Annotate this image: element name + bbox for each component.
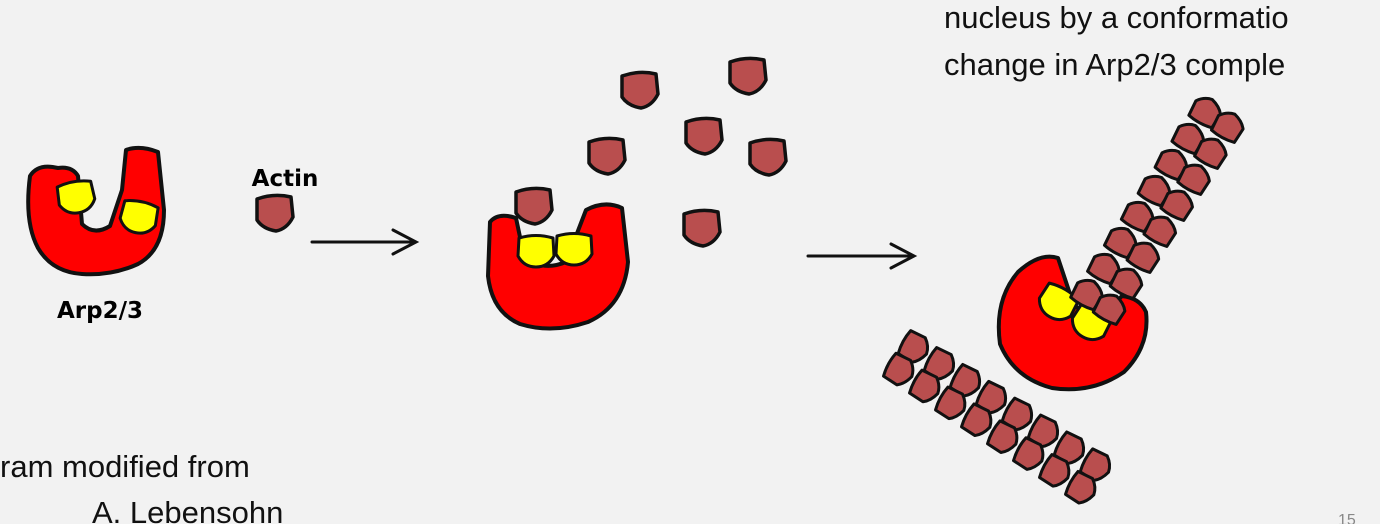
actin-monomer-2 bbox=[514, 186, 554, 226]
actin-monomer-7 bbox=[748, 137, 788, 177]
actin-label: Actin bbox=[252, 166, 319, 192]
arp23-complex-3 bbox=[996, 254, 1149, 392]
arrow-2 bbox=[806, 242, 918, 270]
daughter-filament bbox=[1067, 90, 1249, 329]
credit-line-1: ram modified from bbox=[0, 449, 250, 484]
actin-monomer-3 bbox=[620, 70, 660, 110]
caption-line-1: nucleus by a conformatio bbox=[944, 0, 1289, 35]
credit-line-2: A. Lebensohn bbox=[92, 495, 284, 524]
actin-monomer-6 bbox=[684, 116, 724, 156]
arp23-complex-1 bbox=[26, 145, 166, 277]
actin-monomer-5 bbox=[587, 136, 627, 176]
actin-monomer-1 bbox=[255, 193, 295, 233]
slide-number: 15 bbox=[1338, 512, 1356, 524]
arp23-complex-2 bbox=[486, 202, 630, 331]
arrow-1 bbox=[310, 228, 420, 256]
actin-monomer-8 bbox=[682, 208, 722, 248]
actin-monomer-4 bbox=[728, 56, 768, 96]
arp23-label: Arp2/3 bbox=[57, 298, 143, 324]
caption-line-2: change in Arp2/3 comple bbox=[944, 47, 1286, 82]
